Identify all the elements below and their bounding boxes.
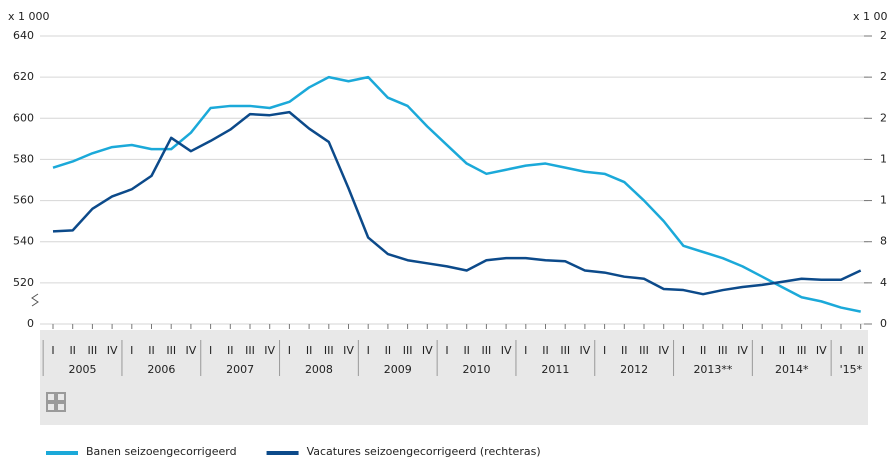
x-tick-label: II [621,344,628,357]
x-tick-label: III [797,344,807,357]
y-tick-label: 580 [13,152,34,165]
x-tick-label: III [718,344,728,357]
year-label: 2008 [305,363,333,376]
x-tick-label: II [69,344,76,357]
y2-tick-label: 2 [880,111,887,124]
x-tick-label: IV [107,344,118,357]
x-tick-label: I [682,344,685,357]
x-tick-label: II [463,344,470,357]
x-tick-label: III [324,344,334,357]
x-tick-label: I [209,344,212,357]
x-tick-label: II [385,344,392,357]
x-tick-label: II [306,344,313,357]
x-tick-label: IV [580,344,591,357]
x-tick-label: I [130,344,133,357]
x-tick-label: I [524,344,527,357]
y-tick-label: 640 [13,29,34,42]
x-tick-label: III [403,344,413,357]
series-line [52,75,861,313]
x-tick-label: III [88,344,98,357]
x-tick-label: II [857,344,864,357]
y-tick-label: 540 [13,235,34,248]
x-tick-label: IV [186,344,197,357]
x-tick-label: II [148,344,155,357]
x-tick-label: IV [658,344,669,357]
logo [46,392,66,412]
x-tick-label: II [542,344,549,357]
y-tick-label: 620 [13,70,34,83]
year-label: 2012 [620,363,648,376]
y-tick-label: 0 [27,317,34,330]
x-tick-label: I [288,344,291,357]
y2-tick-label: 1 [880,152,887,165]
x-tick-label: IV [264,344,275,357]
x-tick-label: IV [816,344,827,357]
x-tick-label: I [603,344,606,357]
x-tick-label: IV [422,344,433,357]
x-tick-label: III [560,344,570,357]
x-tick-label: III [482,344,492,357]
y-unit: x 1 000 [8,10,50,23]
axis-band [40,330,868,425]
y-tick-label: 520 [13,276,34,289]
x-tick-label: IV [343,344,354,357]
year-label: '15* [840,363,863,376]
year-label: 2010 [463,363,491,376]
x-tick-label: III [639,344,649,357]
y2-tick-label: 8 [880,235,887,248]
year-label: 2006 [147,363,175,376]
x-tick-label: III [166,344,176,357]
year-label: 2007 [226,363,254,376]
x-tick-label: I [51,344,54,357]
y2-unit: x 1 00 [853,10,888,23]
year-label: 2014* [775,363,809,376]
y2-tick-label: 2 [880,70,887,83]
legend-label: Banen seizoengecorrigeerd [86,445,237,458]
year-label: 2011 [541,363,569,376]
y-tick-label: 600 [13,111,34,124]
x-tick-label: II [227,344,234,357]
year-label: 2005 [69,363,97,376]
axis-break [31,293,39,307]
year-label: 2013** [693,363,732,376]
x-tick-label: III [245,344,255,357]
x-tick-label: II [779,344,786,357]
x-tick-label: IV [737,344,748,357]
x-tick-label: I [761,344,764,357]
y2-tick-label: 0 [880,317,887,330]
year-label: 2009 [384,363,412,376]
y2-tick-label: 2 [880,29,887,42]
y2-tick-label: 4 [880,276,887,289]
x-tick-label: IV [501,344,512,357]
series-line [52,110,862,296]
x-tick-label: I [839,344,842,357]
y2-tick-label: 1 [880,194,887,207]
legend-label: Vacatures seizoengecorrigeerd (rechteras… [307,445,541,458]
y-tick-label: 560 [13,194,34,207]
x-tick-label: I [445,344,448,357]
x-tick-label: I [367,344,370,357]
x-tick-label: II [700,344,707,357]
